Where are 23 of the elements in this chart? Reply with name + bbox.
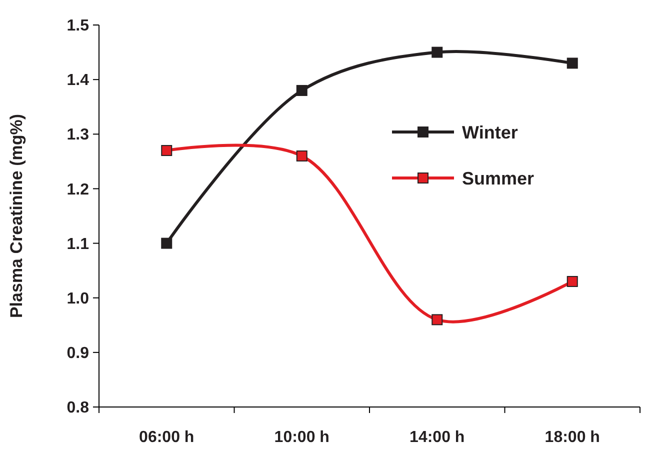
legend-label: Winter [462, 122, 518, 142]
point [296, 150, 308, 162]
y-tick-label: 1.5 [66, 18, 90, 35]
point [296, 84, 308, 96]
y-tick-label: 0.9 [66, 345, 90, 362]
y-tick-label: 1.1 [66, 236, 90, 253]
point [432, 314, 443, 326]
x-tick-label: 14:00 h [410, 429, 465, 446]
y-tick-label: 1.2 [66, 181, 90, 198]
point [566, 276, 578, 287]
point [432, 46, 443, 58]
y-axis-title: Plasma Creatinine (mg%) [7, 114, 26, 318]
y-tick-label: 1.3 [66, 126, 90, 144]
point [566, 58, 578, 69]
x-tick-label: 06:00 h [139, 429, 194, 446]
x-tick-label: 18:00 h [544, 429, 600, 446]
point [161, 145, 172, 156]
x-tick-label: 10:00 h [274, 429, 330, 446]
point [161, 238, 172, 249]
y-tick-label: 1.4 [66, 72, 90, 90]
y-tick-label: 0.8 [66, 400, 90, 417]
legend-label: Summer [462, 168, 534, 188]
y-tick-label: 1.0 [66, 290, 90, 308]
